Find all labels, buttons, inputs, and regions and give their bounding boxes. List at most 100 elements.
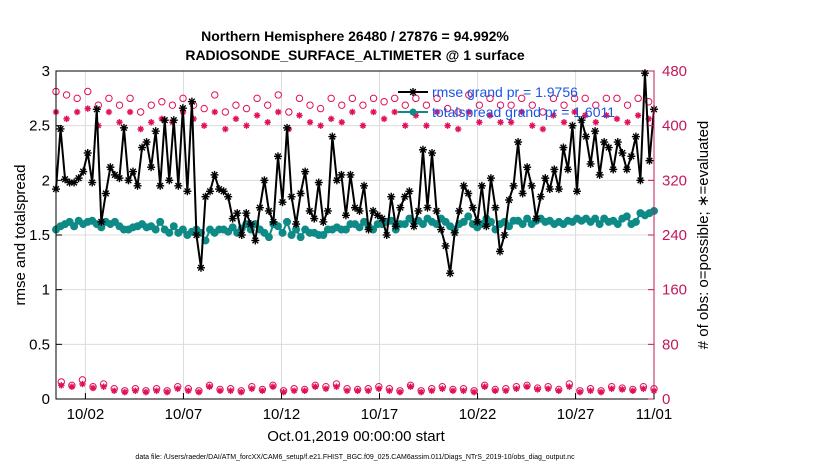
data-point <box>636 176 645 185</box>
legend: rmse grand pr = 1.9756 totalspread grand … <box>398 84 615 120</box>
data-point <box>576 388 584 396</box>
data-point <box>629 387 637 394</box>
data-point <box>486 174 495 183</box>
data-point <box>58 382 65 389</box>
data-point <box>401 101 409 109</box>
data-point <box>219 187 228 196</box>
data-point <box>400 220 409 229</box>
data-point <box>496 101 505 109</box>
y-right-tick-label: 0 <box>662 391 670 408</box>
data-point <box>224 192 233 201</box>
data-point <box>355 206 364 215</box>
data-point <box>634 112 642 119</box>
data-point <box>263 101 272 109</box>
y-left-tick-label: 2 <box>42 172 50 189</box>
data-point <box>269 383 277 390</box>
legend-label: rmse grand pr = 1.9756 <box>432 84 578 100</box>
data-point <box>278 228 287 237</box>
data-point <box>387 192 396 201</box>
data-point <box>473 217 482 226</box>
data-point <box>195 388 203 396</box>
data-point <box>603 112 610 119</box>
data-point <box>500 231 509 239</box>
y-right-tick-label: 480 <box>662 63 687 80</box>
data-point <box>518 108 525 116</box>
data-point <box>287 192 296 201</box>
data-point <box>227 387 234 394</box>
data-point <box>73 94 81 103</box>
x-tick-label: 10/02 <box>67 406 105 423</box>
data-point <box>604 143 613 152</box>
data-point <box>460 387 467 394</box>
data-point <box>124 176 133 185</box>
data-point <box>544 385 552 392</box>
data-point <box>532 214 541 223</box>
data-point <box>295 94 304 103</box>
data-point <box>328 132 337 141</box>
data-point <box>346 170 355 179</box>
data-point <box>283 217 292 226</box>
data-point <box>396 388 404 396</box>
data-point <box>582 112 589 119</box>
chart-title: Northern Hemisphere 26480 / 27876 = 94.9… <box>201 28 509 44</box>
data-point <box>592 119 599 126</box>
data-point <box>211 108 218 116</box>
data-point <box>278 198 287 207</box>
data-point <box>613 115 621 123</box>
data-point <box>246 220 255 229</box>
data-point <box>523 163 532 172</box>
data-point <box>428 387 435 394</box>
data-point <box>513 385 520 392</box>
data-point <box>631 217 640 226</box>
data-point <box>355 223 364 232</box>
data-point <box>322 385 330 392</box>
data-point <box>248 385 256 392</box>
data-point <box>200 122 208 129</box>
data-point <box>433 108 441 116</box>
series-0 <box>52 69 658 278</box>
data-point <box>327 94 335 103</box>
data-point <box>602 94 611 103</box>
data-point <box>618 149 627 157</box>
data-point <box>441 241 450 250</box>
data-point <box>349 108 356 116</box>
legend-item: totalspread grand pr = 1.6011 <box>398 104 615 120</box>
data-point <box>422 101 431 109</box>
data-point <box>464 189 473 198</box>
data-point <box>529 122 536 129</box>
data-point <box>200 104 208 113</box>
y-left-tick-label: 0.5 <box>29 336 50 353</box>
data-point <box>196 263 205 272</box>
data-point <box>595 170 604 179</box>
data-point <box>571 108 578 116</box>
series-1 <box>52 206 658 245</box>
data-point <box>101 189 110 198</box>
y-right-tick-label: 80 <box>662 336 679 353</box>
data-point <box>619 386 626 393</box>
data-point <box>386 387 393 394</box>
data-point <box>222 125 229 133</box>
data-point <box>63 115 70 123</box>
data-point <box>360 181 369 190</box>
data-point <box>319 231 328 239</box>
data-point <box>115 101 124 109</box>
data-point <box>454 125 462 133</box>
data-point <box>623 101 632 109</box>
data-point <box>402 122 409 129</box>
data-point <box>341 225 350 234</box>
data-point <box>417 388 425 396</box>
data-point <box>179 94 187 103</box>
data-point <box>126 94 134 103</box>
data-point <box>624 119 631 126</box>
data-point <box>317 122 324 129</box>
data-point <box>296 189 305 198</box>
data-point <box>151 127 160 136</box>
data-point <box>492 387 499 394</box>
data-point <box>264 206 273 215</box>
data-point <box>232 115 240 123</box>
data-point <box>264 119 271 126</box>
data-point <box>89 384 97 392</box>
data-point <box>555 387 562 394</box>
data-point <box>375 385 383 392</box>
